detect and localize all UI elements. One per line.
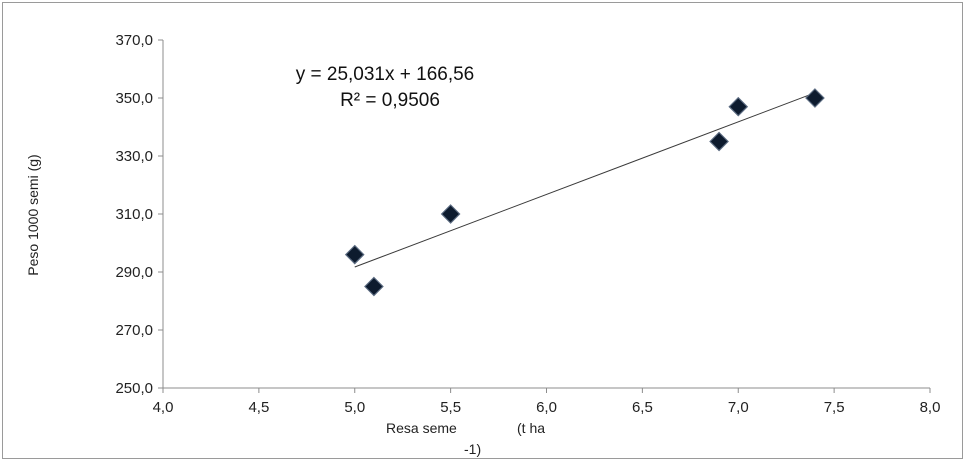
x-tick-label: 8,0 bbox=[920, 399, 941, 416]
x-axis-title-part-1: Resa seme bbox=[386, 420, 457, 436]
x-tick-label: 7,5 bbox=[824, 399, 845, 416]
y-tick-label: 350,0 bbox=[115, 90, 153, 107]
y-tick-label: 250,0 bbox=[115, 380, 153, 397]
x-ticks: 4,0 4,5 5,0 5,5 6,0 6,5 7,0 7,5 8,0 bbox=[153, 388, 941, 416]
data-point bbox=[709, 131, 729, 152]
trendline-equation: y = 25,031x + 166,56 bbox=[296, 64, 475, 85]
x-tick-label: 6,0 bbox=[536, 399, 557, 416]
x-axis-title-part-2: (t ha bbox=[517, 420, 545, 436]
data-points bbox=[344, 88, 825, 297]
x-tick-label: 5,5 bbox=[440, 399, 461, 416]
x-tick-label: 4,0 bbox=[153, 399, 174, 416]
y-tick-label: 330,0 bbox=[115, 148, 153, 165]
y-tick-label: 310,0 bbox=[115, 206, 153, 223]
y-tick-label: 290,0 bbox=[115, 264, 153, 281]
data-point bbox=[344, 244, 365, 265]
x-tick-label: 5,0 bbox=[344, 399, 365, 416]
x-axis-title-part-3: -1) bbox=[464, 441, 481, 457]
data-point bbox=[364, 276, 384, 297]
x-tick-label: 7,0 bbox=[728, 399, 749, 416]
y-ticks: 250,0 270,0 290,0 310,0 330,0 350,0 370,0 bbox=[115, 32, 163, 397]
data-point bbox=[805, 88, 825, 108]
x-tick-label: 6,5 bbox=[632, 399, 653, 416]
r-squared-label: R² = 0,9506 bbox=[340, 90, 440, 111]
x-tick-label: 4,5 bbox=[248, 399, 269, 416]
data-point bbox=[440, 204, 461, 224]
data-point bbox=[728, 96, 749, 117]
y-tick-label: 270,0 bbox=[115, 322, 153, 339]
trendline bbox=[354, 92, 816, 268]
y-axis-title: Peso 1000 semi (g) bbox=[25, 154, 41, 275]
y-tick-label: 370,0 bbox=[115, 32, 153, 49]
